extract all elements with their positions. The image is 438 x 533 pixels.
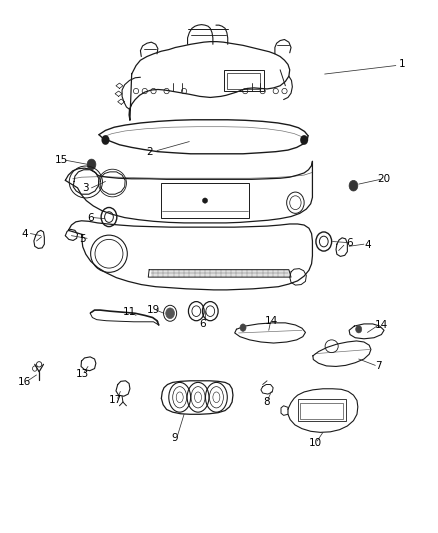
Bar — [297, 399, 346, 421]
Text: 2: 2 — [146, 147, 152, 157]
Text: 7: 7 — [375, 361, 381, 372]
Text: 6: 6 — [199, 319, 206, 329]
Ellipse shape — [166, 308, 174, 319]
Text: 14: 14 — [375, 320, 388, 330]
Text: 17: 17 — [109, 395, 122, 406]
Text: 6: 6 — [87, 213, 93, 223]
Text: 6: 6 — [346, 238, 353, 247]
Text: 8: 8 — [263, 397, 269, 407]
Ellipse shape — [202, 198, 208, 203]
Text: 4: 4 — [364, 240, 371, 250]
Text: 15: 15 — [54, 155, 67, 165]
Text: 11: 11 — [123, 306, 136, 317]
Text: 14: 14 — [265, 316, 278, 326]
Text: 16: 16 — [18, 377, 32, 387]
Text: 3: 3 — [82, 183, 89, 193]
Ellipse shape — [87, 159, 96, 169]
Bar — [224, 70, 264, 91]
Text: 1: 1 — [399, 60, 406, 69]
Ellipse shape — [349, 180, 358, 191]
Ellipse shape — [300, 135, 308, 145]
Ellipse shape — [356, 326, 362, 333]
Text: 19: 19 — [147, 305, 160, 315]
Ellipse shape — [102, 135, 110, 145]
Text: 9: 9 — [171, 433, 178, 443]
Bar — [227, 73, 260, 89]
Bar — [161, 183, 249, 217]
Text: 5: 5 — [79, 234, 86, 244]
Bar — [300, 402, 343, 418]
Text: 20: 20 — [378, 174, 391, 184]
Text: 10: 10 — [308, 438, 321, 448]
Text: 4: 4 — [21, 229, 28, 239]
Text: 13: 13 — [76, 369, 89, 379]
Ellipse shape — [240, 324, 246, 332]
